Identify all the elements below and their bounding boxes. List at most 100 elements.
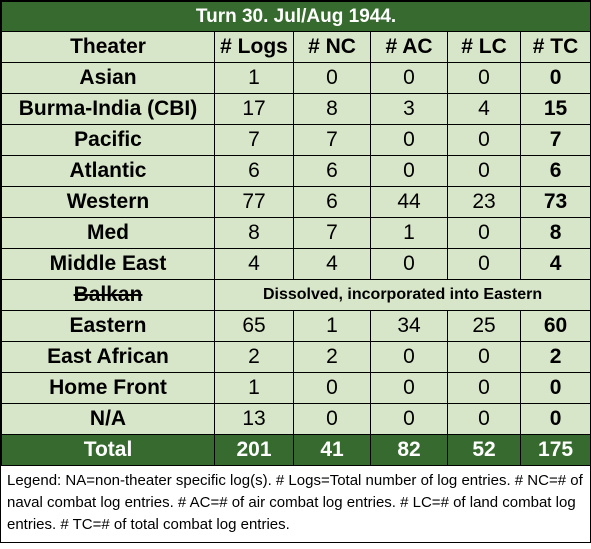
cell-tc: 2 [519,341,591,373]
total-row: Total 201 41 82 52 175 [1,434,591,466]
theater-name: Pacific [74,128,142,151]
theater-name: Atlantic [69,159,147,182]
cell-tc: 0 [519,372,591,404]
theater-name: Burma-India (CBI) [18,97,198,120]
cell-logs: 13 [214,403,294,435]
cell-tc: 15 [519,93,591,125]
cell-nc: 7 [293,124,371,156]
cell-logs: 1 [214,372,294,404]
cell-ac: 0 [370,155,448,187]
theater-cell: Med [1,217,215,249]
header-ac: # AC [370,31,448,63]
table-body: Asian 1 0 0 0 0 Burma-India (CBI) 17 8 3 4 15 Pacifi… [1,62,591,435]
cell-ac: 0 [370,62,448,94]
theater-cell: Burma-India (CBI) [1,93,215,125]
table-row: Burma-India (CBI) 17 8 3 4 15 [1,93,591,125]
cell-lc: 25 [447,310,521,342]
cell-logs: 17 [214,93,294,125]
cell-ac: 0 [370,341,448,373]
cell-tc: 7 [519,124,591,156]
cell-tc: 73 [519,186,591,218]
cell-ac: 44 [370,186,448,218]
cell-logs: 4 [214,248,294,280]
cell-lc: 4 [447,93,521,125]
cell-lc: 0 [447,248,521,280]
theater-name: Middle East [49,252,167,275]
theater-cell: Eastern [1,310,215,342]
total-tc: 175 [519,434,591,466]
cell-nc: 4 [293,248,371,280]
header-logs: # Logs [214,31,294,63]
cell-ac: 3 [370,93,448,125]
table-row: Western 77 6 44 23 73 [1,186,591,218]
cell-nc: 0 [293,403,371,435]
cell-logs: 6 [214,155,294,187]
cell-lc: 0 [447,372,521,404]
header-tc: # TC [519,31,591,63]
cell-nc: 2 [293,341,371,373]
cell-nc: 6 [293,155,371,187]
cell-nc: 1 [293,310,371,342]
cell-tc: 6 [519,155,591,187]
cell-ac: 0 [370,403,448,435]
theater-cell: Asian [1,62,215,94]
cell-ac: 0 [370,248,448,280]
table-row: Home Front 1 0 0 0 0 [1,372,591,404]
table-row: N/A 13 0 0 0 0 [1,403,591,435]
cell-logs: 7 [214,124,294,156]
cell-tc: 60 [519,310,591,342]
cell-nc: 7 [293,217,371,249]
legend-text: Legend: NA=non-theater specific log(s). … [7,472,583,533]
table-row: Med 8 7 1 0 8 [1,217,591,249]
theater-cell: Atlantic [1,155,215,187]
cell-lc: 0 [447,341,521,373]
cell-nc: 0 [293,372,371,404]
table-row: Asian 1 0 0 0 0 [1,62,591,94]
table-title: Turn 30. Jul/Aug 1944. [0,1,591,32]
cell-nc: 8 [293,93,371,125]
theater-cell: Balkan [1,279,215,311]
cell-logs: 2 [214,341,294,373]
cell-tc: 4 [519,248,591,280]
cell-logs: 65 [214,310,294,342]
cell-tc: 0 [519,403,591,435]
total-nc: 41 [293,434,371,466]
cell-ac: 0 [370,124,448,156]
table-row: Middle East 4 4 0 0 4 [1,248,591,280]
cell-ac: 34 [370,310,448,342]
header-nc: # NC [293,31,371,63]
theater-cell: Western [1,186,215,218]
cell-ac: 0 [370,372,448,404]
total-lc: 52 [447,434,521,466]
header-lc: # LC [447,31,521,63]
theater-name: Balkan [73,283,143,306]
cell-nc: 6 [293,186,371,218]
theater-cell: Middle East [1,248,215,280]
cell-lc: 0 [447,403,521,435]
header-theater: Theater [1,31,215,63]
legend-box: Legend: NA=non-theater specific log(s). … [1,466,590,542]
cell-tc: 0 [519,62,591,94]
cell-logs: 8 [214,217,294,249]
cell-logs: 1 [214,62,294,94]
dissolved-note: Dissolved, incorporated into Eastern [213,279,591,311]
table-row: Eastern 65 1 34 25 60 [1,310,591,342]
total-logs: 201 [214,434,294,466]
header-row: Theater # Logs # NC # AC # LC # TC [1,31,591,63]
theater-name: East African [47,345,169,368]
theater-name: Western [66,190,150,213]
theater-name: Med [87,221,129,244]
table-row: East African 2 2 0 0 2 [1,341,591,373]
theater-cell: Pacific [1,124,215,156]
theater-name: Asian [79,66,137,89]
table-row: Balkan Dissolved, incorporated into Easte… [1,279,591,311]
theater-name: Eastern [69,314,147,337]
table-row: Atlantic 6 6 0 0 6 [1,155,591,187]
total-label: Total [1,434,215,466]
total-ac: 82 [370,434,448,466]
log-summary-table: Turn 30. Jul/Aug 1944. Theater # Logs # … [0,1,591,466]
theater-name: N/A [89,407,127,430]
cell-tc: 8 [519,217,591,249]
table-row: Pacific 7 7 0 0 7 [1,124,591,156]
